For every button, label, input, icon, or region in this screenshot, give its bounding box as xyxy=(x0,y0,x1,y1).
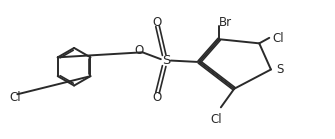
Text: O: O xyxy=(153,16,162,28)
Text: S: S xyxy=(162,54,170,67)
Text: Cl: Cl xyxy=(210,113,222,126)
Text: O: O xyxy=(135,44,144,57)
Text: S: S xyxy=(276,63,283,76)
Text: Br: Br xyxy=(219,16,232,28)
Text: Cl: Cl xyxy=(273,32,284,45)
Text: O: O xyxy=(153,90,162,104)
Text: Cl: Cl xyxy=(9,91,21,104)
